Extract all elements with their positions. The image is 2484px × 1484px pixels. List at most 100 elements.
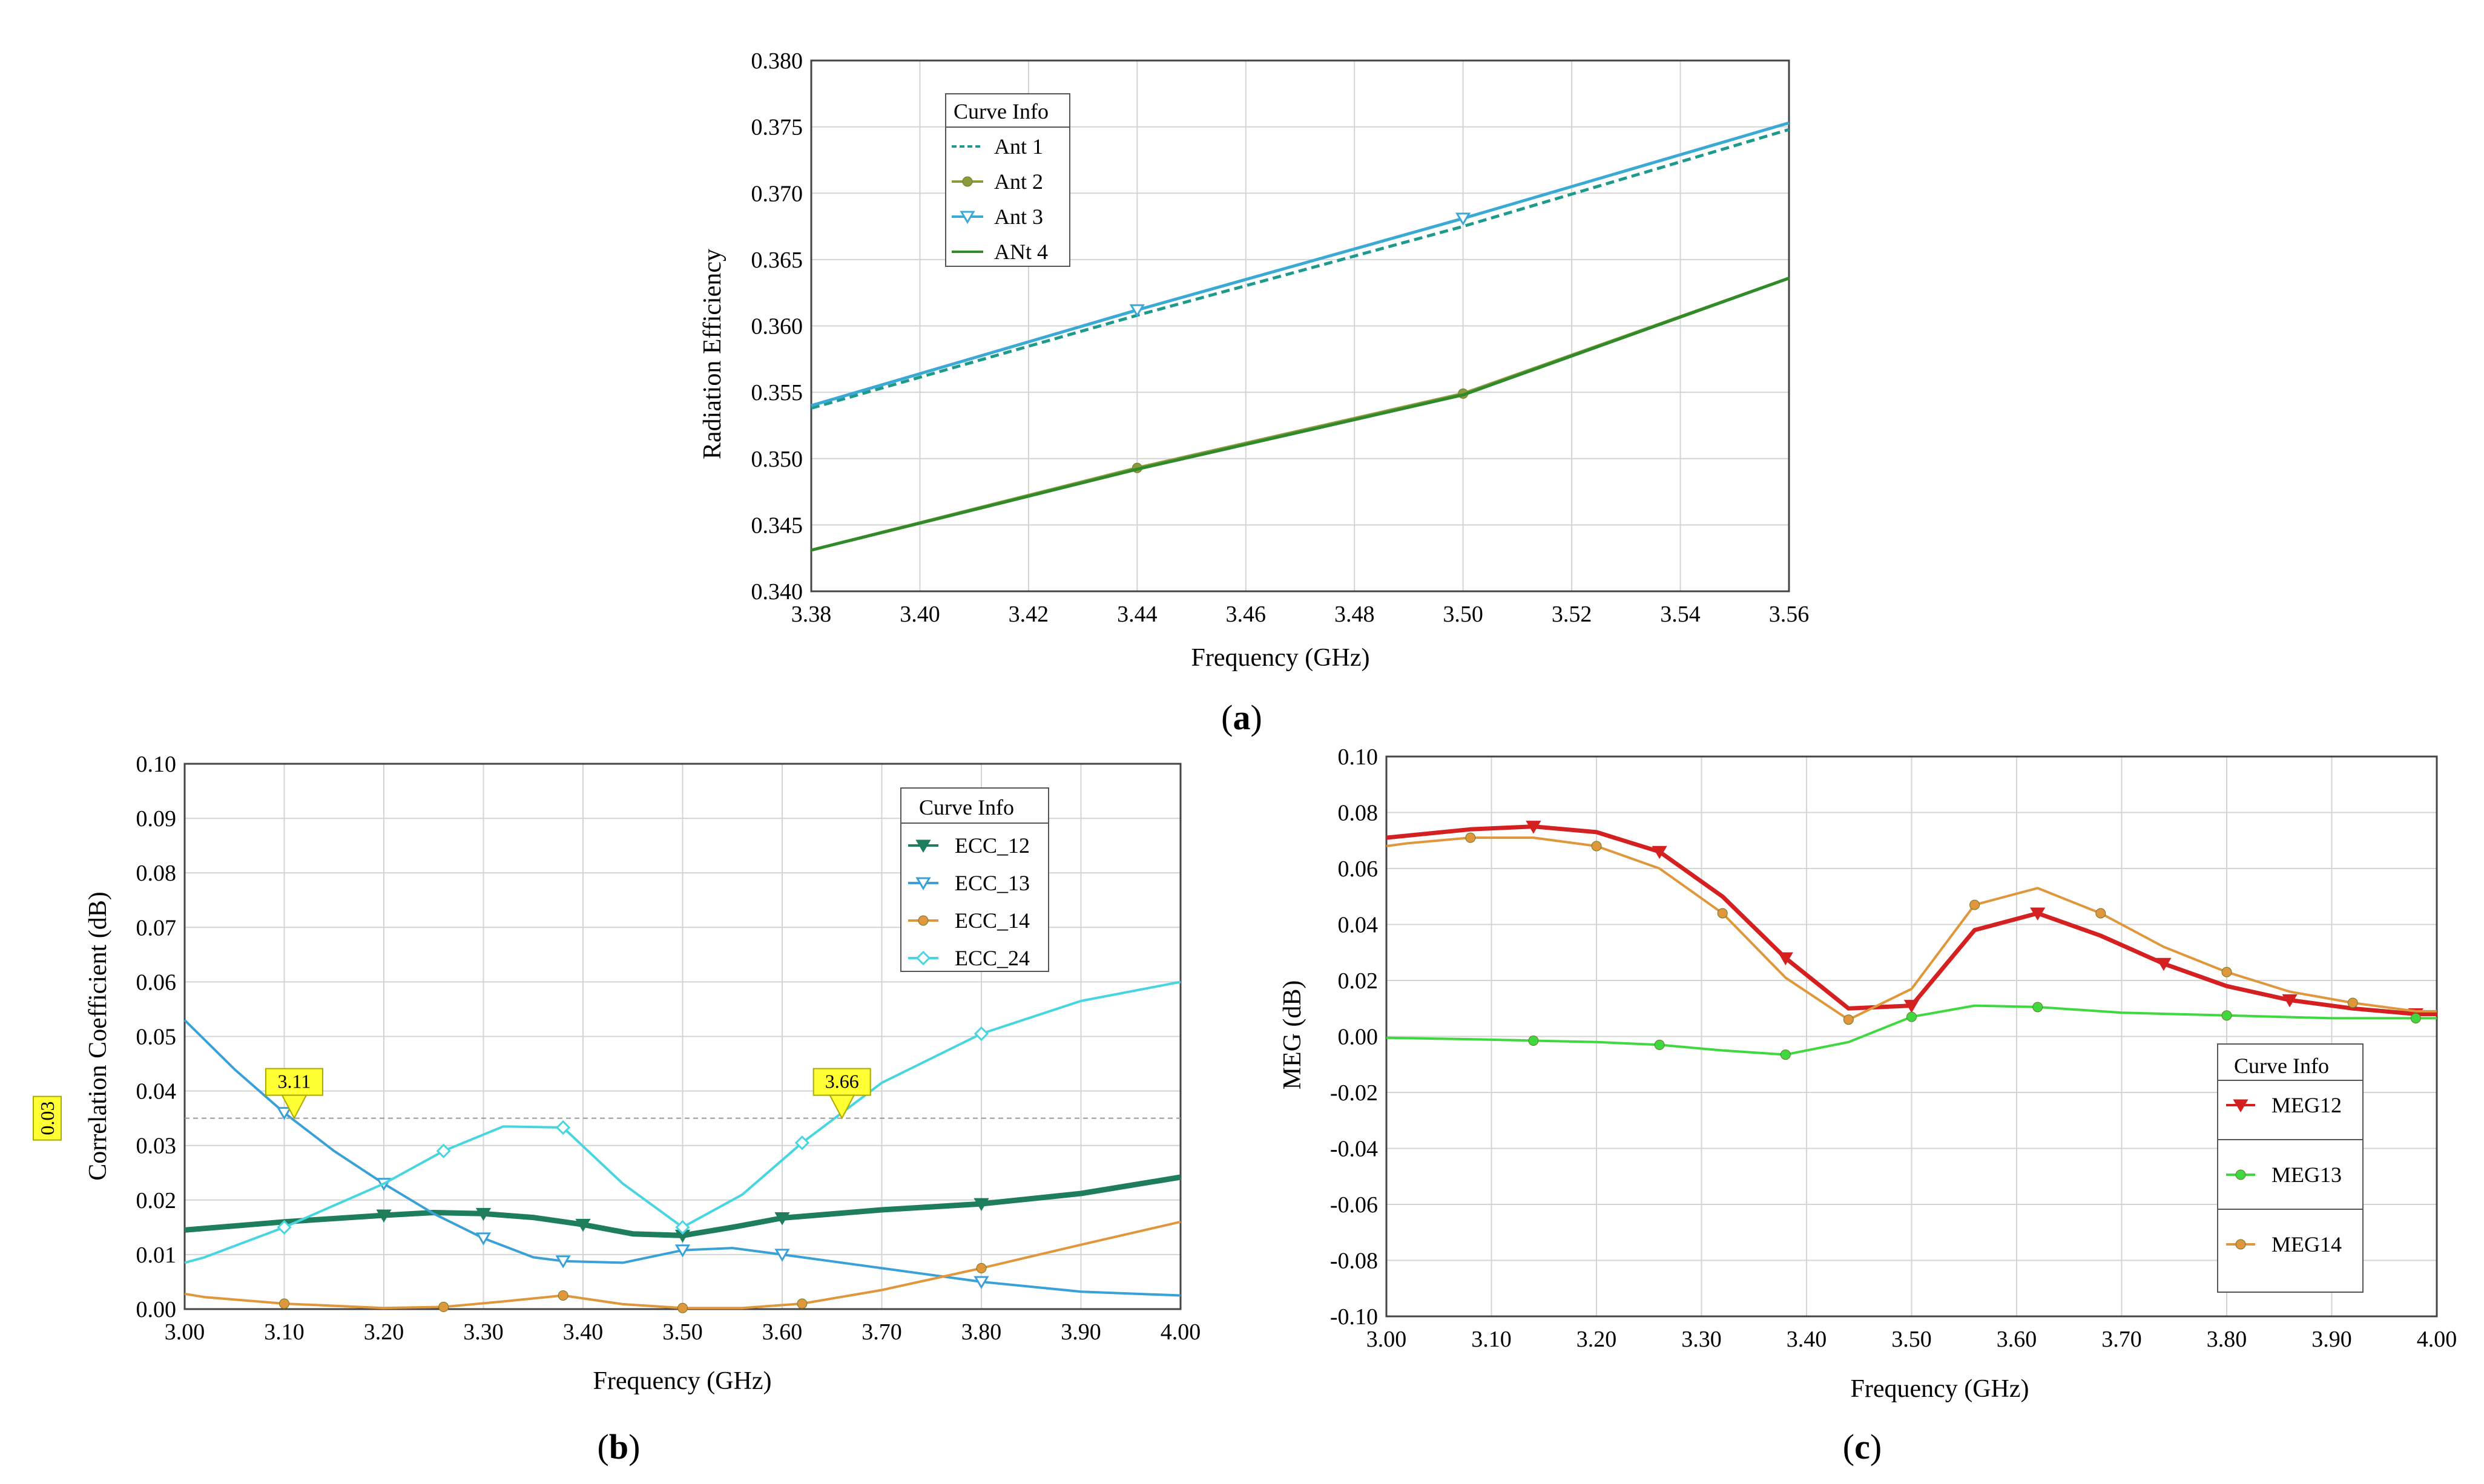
data-point-meg14 xyxy=(1843,1014,1854,1025)
series-line-ecc-12 xyxy=(184,1174,1181,1238)
y-tick-label: 0.355 xyxy=(751,380,803,405)
data-point-meg13 xyxy=(1528,1035,1539,1046)
data-point-meg14 xyxy=(2347,997,2358,1008)
data-point-ecc-12 xyxy=(974,1198,989,1212)
y-tick-label: -0.08 xyxy=(1330,1249,1378,1274)
series-line-meg13 xyxy=(1386,1004,2437,1056)
data-point-meg13 xyxy=(2032,1002,2043,1013)
x-tick-label: 3.52 xyxy=(1552,602,1592,627)
marker-label: 3.66 xyxy=(825,1071,859,1092)
panel-b-legend-items: ECC_12 ECC_13 ECC_14 ECC_24 xyxy=(908,833,1030,970)
legend-label-ecc-24: ECC_24 xyxy=(955,946,1030,970)
legend-label-ecc-12: ECC_12 xyxy=(955,833,1030,858)
legend-marker-ecc-12 xyxy=(915,839,931,853)
marker-label: 3.11 xyxy=(278,1071,311,1092)
y-tick-label: 0.00 xyxy=(1338,1025,1379,1050)
panel-c-legend-box xyxy=(2217,1043,2364,1293)
data-point-ecc-24 xyxy=(675,1220,690,1235)
panel-c-label: (c) xyxy=(1843,1427,1882,1466)
data-point-ecc-13 xyxy=(276,1107,292,1120)
panel-a-legend-items: Ant 1 Ant 2 Ant 3 ANt 4 xyxy=(952,134,1048,264)
x-tick-label: 3.60 xyxy=(1997,1327,2037,1352)
legend-marker-ant-3 xyxy=(960,211,975,224)
legend-label-ant-2: Ant 2 xyxy=(994,169,1043,194)
x-tick-label: 4.00 xyxy=(2417,1327,2457,1352)
panel-c-xlabel: Frequency (GHz) xyxy=(1850,1375,2029,1403)
series-line-meg14 xyxy=(1386,836,2437,1021)
panel-c-tick-labels: 3.00 3.10 3.20 3.30 3.40 3.50 3.60 3.70 3.80 3.90… xyxy=(1330,744,2457,1352)
data-point-ecc-14 xyxy=(677,1302,688,1313)
x-tick-label: 3.10 xyxy=(1471,1327,1512,1352)
x-tick-label: 3.48 xyxy=(1334,602,1375,627)
panel-b-correlation-coefficient-chart: 3.00 3.10 3.20 3.30 3.40 3.50 3.60 3.70 3.80 3.90… xyxy=(33,752,1201,1466)
panel-b-xlabel: Frequency (GHz) xyxy=(593,1367,771,1395)
panel-b-series-lines xyxy=(183,980,1181,1313)
plot-frame xyxy=(810,59,1790,593)
y-tick-label: 0.02 xyxy=(136,1188,177,1213)
data-point-ecc-13 xyxy=(475,1232,492,1246)
panel-c-legend-items: MEG12 MEG13 MEG14 xyxy=(2218,1093,2363,1256)
data-point-meg14 xyxy=(1717,908,1728,919)
y-tick-label: 0.360 xyxy=(751,314,803,340)
y-tick-label: 0.345 xyxy=(751,513,803,538)
panel-c-legend-title: Curve Info xyxy=(2234,1054,2329,1078)
y-tick-label: 0.06 xyxy=(136,970,177,995)
legend-marker-meg12 xyxy=(2233,1099,2248,1112)
data-point-meg12 xyxy=(1903,1000,1920,1013)
x-tick-label: 3.40 xyxy=(563,1319,604,1345)
y-tick-label: 0.04 xyxy=(136,1079,177,1105)
panel-a-label: (a) xyxy=(1221,698,1262,737)
x-tick-label: 3.38 xyxy=(791,602,832,627)
legend-label-meg13: MEG13 xyxy=(2272,1163,2342,1187)
data-point-meg14 xyxy=(2221,967,2232,977)
data-point-ecc-14 xyxy=(279,1298,289,1309)
data-point-ecc-12 xyxy=(376,1209,392,1223)
series-line-ant-1 xyxy=(811,128,1790,410)
y-tick-label: 0.380 xyxy=(751,48,803,74)
y-tick-label: -0.04 xyxy=(1330,1137,1378,1162)
y-tick-label: 0.02 xyxy=(1338,968,1379,994)
x-tick-label: 3.42 xyxy=(1009,602,1049,627)
data-point-meg12 xyxy=(2282,994,2298,1008)
data-point-ecc-13 xyxy=(974,1276,989,1289)
x-tick-label: 3.30 xyxy=(463,1319,504,1345)
legend-marker-ant-2 xyxy=(962,176,973,187)
x-tick-label: 3.54 xyxy=(1660,602,1701,627)
x-tick-label: 3.70 xyxy=(2101,1327,2142,1352)
data-point-meg14 xyxy=(1969,899,1980,910)
y-tick-label: 0.08 xyxy=(1338,801,1379,826)
legend-label-ecc-14: ECC_14 xyxy=(955,908,1030,933)
data-point-ecc-12 xyxy=(575,1218,591,1232)
x-tick-label: 3.40 xyxy=(1787,1327,1827,1352)
data-point-ecc-12 xyxy=(774,1212,790,1226)
y-tick-label: -0.10 xyxy=(1330,1304,1378,1330)
y-tick-label: 0.365 xyxy=(751,248,803,273)
data-point-ecc-24 xyxy=(436,1143,451,1158)
x-tick-label: 3.90 xyxy=(1061,1319,1101,1345)
x-tick-label: 3.10 xyxy=(264,1319,305,1345)
data-point-ecc-12 xyxy=(475,1207,492,1221)
x-tick-label: 3.20 xyxy=(364,1319,404,1345)
panel-b-legend: Curve Info ECC_12 ECC_13 ECC_14 ECC_24 xyxy=(900,787,1049,972)
y-tick-label: 0.03 xyxy=(136,1134,177,1159)
data-point-meg12 xyxy=(1526,821,1541,834)
data-point-ant-3 xyxy=(1129,304,1145,318)
x-tick-label: 3.00 xyxy=(165,1319,205,1345)
panel-a-series-lines xyxy=(811,121,1790,552)
y-tick-label: 0.07 xyxy=(136,915,177,941)
legend-marker-ecc-13 xyxy=(915,877,931,890)
data-point-meg13 xyxy=(2221,1010,2232,1021)
panel-c-series-lines xyxy=(1386,821,2437,1060)
data-point-ecc-24 xyxy=(974,1026,989,1042)
legend-marker-meg13 xyxy=(2235,1169,2246,1180)
panel-b-label: (b) xyxy=(598,1427,641,1466)
panel-b-tick-labels: 3.00 3.10 3.20 3.30 3.40 3.50 3.60 3.70 3.80 3.90… xyxy=(136,752,1201,1345)
panel-b-legend-title: Curve Info xyxy=(919,795,1014,819)
data-point-ant-3 xyxy=(1455,212,1471,226)
marker-pointer xyxy=(281,1094,308,1120)
data-point-meg13 xyxy=(1780,1049,1791,1060)
data-point-ecc-24 xyxy=(555,1120,571,1135)
y-tick-label: 0.05 xyxy=(136,1025,177,1050)
y-tick-label: 0.350 xyxy=(751,447,803,472)
x-tick-label: 3.46 xyxy=(1226,602,1267,627)
